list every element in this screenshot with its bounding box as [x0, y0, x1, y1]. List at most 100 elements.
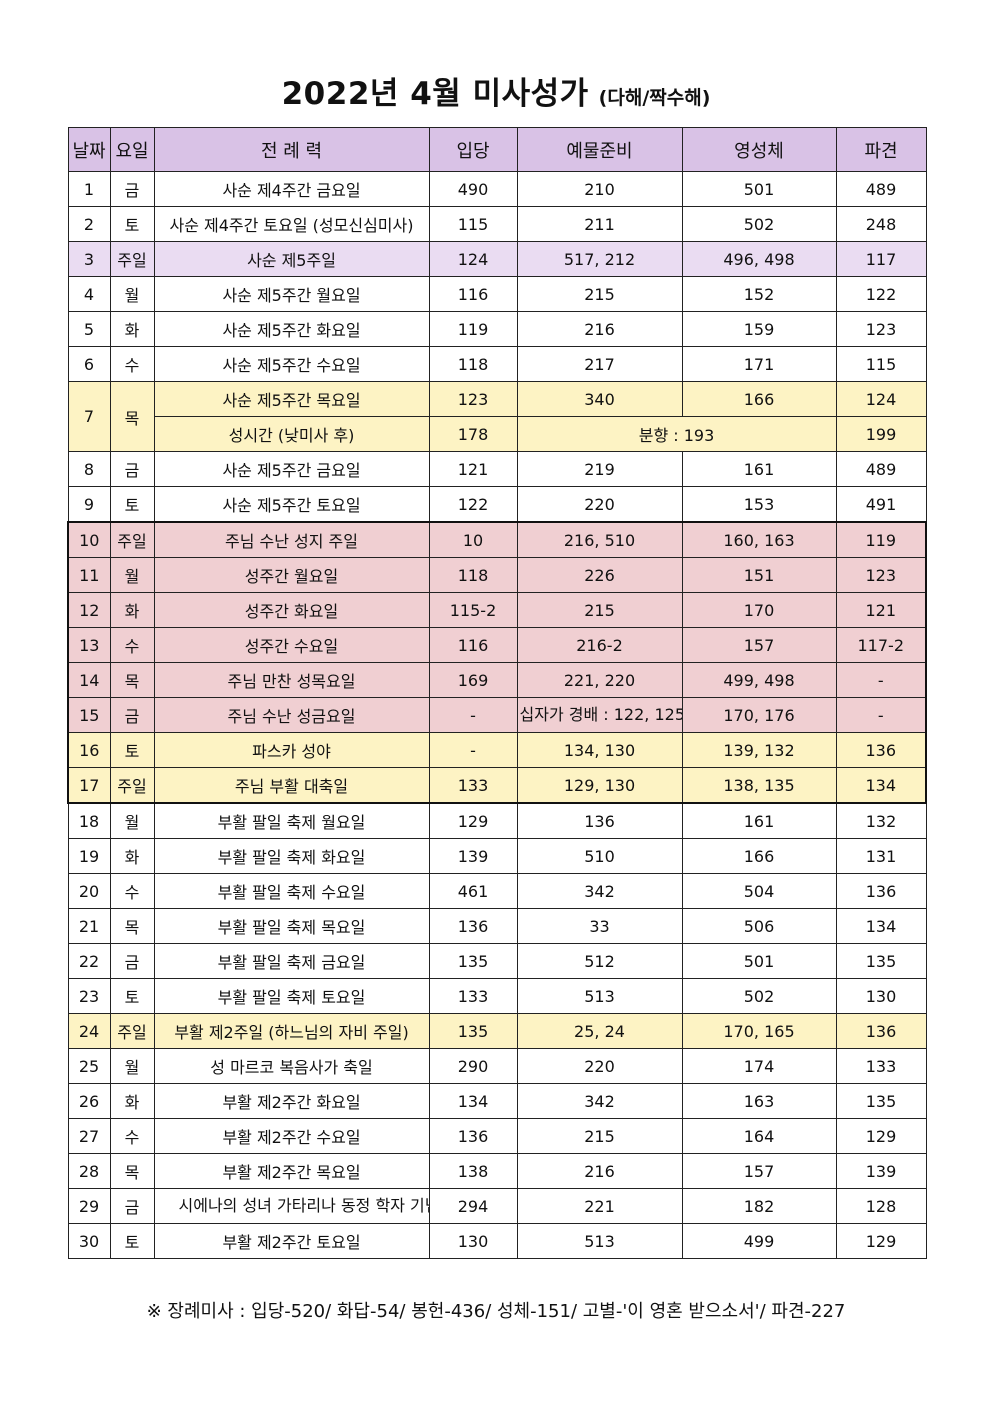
entrance-cell: 118 [428, 346, 518, 382]
date-cell: 20 [67, 873, 111, 909]
communion-cell: 170 [681, 592, 837, 628]
communion-cell: 159 [681, 311, 837, 347]
offertory-cell: 134, 130 [516, 732, 683, 768]
dismissal-cell: 134 [835, 908, 927, 944]
weekday-cell: 금 [109, 171, 155, 207]
liturgy-cell: 사순 제4주간 토요일 (성모신심미사) [153, 206, 430, 242]
offertory-cell: 215 [516, 276, 683, 312]
table-row: 30 토 부활 제2주간 토요일 130 513 499 129 [67, 1223, 927, 1259]
dismissal-cell: 489 [835, 451, 927, 487]
communion-cell: 496, 498 [681, 241, 837, 277]
table-row: 5 화 사순 제5주간 화요일 119 216 159 123 [67, 311, 927, 347]
offertory-cell: 129, 130 [516, 767, 683, 804]
dismissal-cell: 122 [835, 276, 927, 312]
communion-cell: 170, 165 [681, 1013, 837, 1049]
entrance-cell: 135 [428, 1013, 518, 1049]
entrance-cell: 133 [428, 978, 518, 1014]
entrance-cell: 139 [428, 838, 518, 874]
liturgy-cell: 파스카 성야 [153, 732, 430, 768]
entrance-cell: 122 [428, 486, 518, 523]
col-entrance-header: 입당 [428, 127, 518, 172]
offertory-cell: 221, 220 [516, 662, 683, 698]
offertory-cell: 210 [516, 171, 683, 207]
offertory-cell: 216, 510 [516, 521, 683, 558]
weekday-cell: 토 [109, 486, 155, 523]
weekday-cell: 수 [109, 346, 155, 382]
page-title: 2022년 4월 미사성가 (다해/짝수해) [0, 68, 992, 113]
liturgy-cell: 부활 제2주일 (하느님의 자비 주일) [153, 1013, 430, 1049]
communion-cell: 506 [681, 908, 837, 944]
weekday-cell: 토 [109, 732, 155, 768]
dismissal-cell: 491 [835, 486, 927, 523]
weekday-cell: 화 [109, 1083, 155, 1119]
date-cell: 1 [67, 171, 111, 207]
table-row: 22 금 부활 팔일 축제 금요일 135 512 501 135 [67, 943, 927, 979]
dismissal-cell: 117 [835, 241, 927, 277]
table-row: 17 주일 주님 부활 대축일 133 129, 130 138, 135 134 [67, 767, 927, 804]
date-cell: 30 [67, 1223, 111, 1259]
entrance-cell: 290 [428, 1048, 518, 1084]
table-row: 23 토 부활 팔일 축제 토요일 133 513 502 130 [67, 978, 927, 1014]
weekday-cell: 주일 [109, 521, 155, 558]
weekday-cell: 목 [109, 1153, 155, 1189]
communion-cell: 163 [681, 1083, 837, 1119]
table-row: 28 목 부활 제2주간 목요일 138 216 157 139 [67, 1153, 927, 1189]
date-cell: 8 [67, 451, 111, 487]
offertory-cell: 512 [516, 943, 683, 979]
offertory-cell: 513 [516, 978, 683, 1014]
dismissal-cell: 248 [835, 206, 927, 242]
entrance-cell: 135 [428, 943, 518, 979]
dismissal-cell: 199 [835, 416, 927, 452]
offertory-cell: 221 [516, 1188, 683, 1224]
weekday-cell: 월 [109, 802, 155, 839]
table-row: 29 금 시에나의 성녀 가타리나 동정 학자 기념일 294 221 182 128 [67, 1188, 927, 1224]
dismissal-cell: 129 [835, 1118, 927, 1154]
date-cell: 15 [67, 697, 111, 733]
table-row: 20 수 부활 팔일 축제 수요일 461 342 504 136 [67, 873, 927, 909]
date-cell: 26 [67, 1083, 111, 1119]
dismissal-cell: 123 [835, 557, 927, 593]
offertory-cell: 십자가 경배 : 122, 125, (성가대) [516, 697, 683, 733]
entrance-cell: 119 [428, 311, 518, 347]
liturgy-cell: 사순 제5주간 목요일 [153, 381, 430, 417]
offertory-cell: 217 [516, 346, 683, 382]
offertory-cell: 513 [516, 1223, 683, 1259]
offertory-cell: 211 [516, 206, 683, 242]
dismissal-cell: 117-2 [835, 627, 927, 663]
communion-cell: 170, 176 [681, 697, 837, 733]
liturgy-cell: 부활 제2주간 토요일 [153, 1223, 430, 1259]
col-offertory-header: 예물준비 [516, 127, 683, 172]
col-date-header: 날짜 [67, 127, 111, 172]
date-cell: 12 [67, 592, 111, 628]
communion-cell: 504 [681, 873, 837, 909]
liturgy-cell: 부활 팔일 축제 목요일 [153, 908, 430, 944]
liturgy-cell: 시에나의 성녀 가타리나 동정 학자 기념일 [153, 1188, 430, 1224]
liturgy-cell: 사순 제5주일 [153, 241, 430, 277]
table-row: 10 주일 주님 수난 성지 주일 10 216, 510 160, 163 119 [67, 521, 927, 558]
communion-cell: 157 [681, 627, 837, 663]
table-row: 1 금 사순 제4주간 금요일 490 210 501 489 [67, 171, 927, 207]
dismissal-cell: 136 [835, 732, 927, 768]
weekday-cell: 화 [109, 838, 155, 874]
liturgy-cell: 부활 제2주간 수요일 [153, 1118, 430, 1154]
communion-cell: 166 [681, 381, 837, 417]
dismissal-cell: 134 [835, 767, 927, 804]
weekday-cell: 화 [109, 592, 155, 628]
entrance-cell: 294 [428, 1188, 518, 1224]
entrance-cell: 116 [428, 627, 518, 663]
dismissal-cell: 132 [835, 802, 927, 839]
communion-cell: 161 [681, 451, 837, 487]
offertory-cell: 136 [516, 802, 683, 839]
entrance-cell: 124 [428, 241, 518, 277]
date-cell: 25 [67, 1048, 111, 1084]
dismissal-cell: 489 [835, 171, 927, 207]
entrance-cell: 133 [428, 767, 518, 804]
communion-cell: 501 [681, 943, 837, 979]
date-cell: 28 [67, 1153, 111, 1189]
weekday-cell: 주일 [109, 1013, 155, 1049]
entrance-cell: 115 [428, 206, 518, 242]
entrance-cell: 123 [428, 381, 518, 417]
dismissal-cell: 128 [835, 1188, 927, 1224]
weekday-cell: 목 [109, 908, 155, 944]
